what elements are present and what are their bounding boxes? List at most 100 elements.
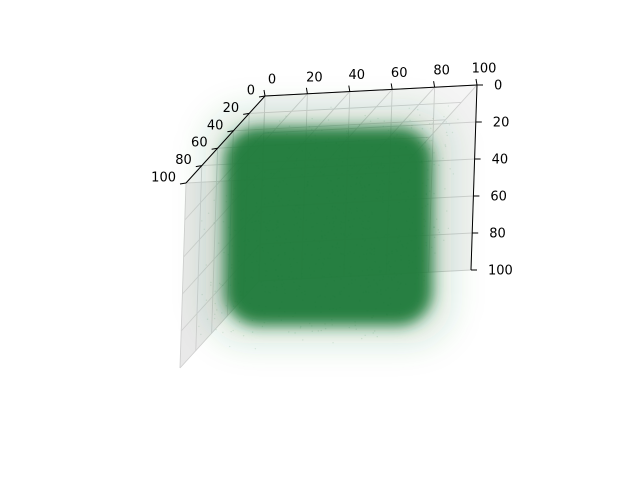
data-point (397, 281, 399, 283)
data-point (310, 185, 313, 187)
data-point (240, 294, 242, 296)
data-point (308, 267, 311, 269)
data-point (327, 119, 330, 121)
data-point (407, 181, 409, 183)
data-point (314, 301, 316, 303)
data-point (331, 209, 333, 211)
data-point (232, 329, 234, 332)
data-point (293, 162, 296, 165)
data-point (351, 167, 353, 169)
data-point (305, 238, 307, 240)
data-point (359, 284, 362, 287)
data-point (380, 270, 382, 272)
data-point (250, 297, 253, 300)
data-point (381, 198, 384, 200)
data-point (365, 253, 368, 255)
data-point (315, 263, 317, 265)
data-point (378, 239, 380, 241)
data-point (273, 286, 275, 288)
data-point (376, 172, 378, 174)
data-point (425, 185, 428, 187)
data-point (245, 291, 248, 293)
data-point (296, 222, 298, 225)
data-point (309, 154, 312, 156)
data-point (309, 274, 312, 276)
data-point (302, 299, 304, 301)
data-point (327, 190, 330, 192)
x-tick (348, 85, 351, 92)
data-point (244, 239, 246, 242)
data-point (348, 272, 351, 275)
data-point (432, 117, 434, 120)
data-point (332, 222, 334, 224)
y-tick-label: 80 (175, 153, 192, 168)
data-point (353, 252, 355, 254)
data-point (321, 129, 323, 132)
data-point (421, 162, 423, 164)
data-point (308, 152, 310, 154)
data-point (430, 127, 432, 130)
data-point (319, 252, 322, 254)
data-point (335, 142, 338, 145)
data-point (328, 308, 331, 311)
data-point (349, 208, 351, 210)
data-point (444, 188, 446, 190)
data-point (282, 204, 284, 206)
data-point (387, 262, 389, 264)
data-point (310, 226, 313, 229)
data-point (327, 257, 329, 259)
data-point (280, 197, 283, 200)
data-point (257, 165, 259, 167)
data-point (423, 225, 426, 227)
data-point (363, 185, 366, 187)
data-point (296, 295, 298, 297)
data-point (389, 214, 392, 217)
data-point (306, 185, 308, 187)
data-point (320, 268, 323, 270)
data-point (336, 190, 339, 192)
data-point (358, 275, 360, 277)
data-point (417, 246, 420, 249)
data-point (292, 247, 294, 250)
data-point (307, 181, 309, 183)
data-point (281, 285, 284, 288)
data-point (315, 142, 317, 144)
data-point (396, 194, 398, 196)
data-point (378, 189, 380, 191)
data-point (342, 185, 344, 187)
data-point (338, 154, 341, 157)
data-point (316, 194, 319, 196)
data-point (248, 213, 251, 216)
data-point (342, 253, 345, 255)
data-point (434, 252, 436, 254)
data-point (248, 158, 250, 161)
data-point (350, 273, 352, 275)
data-point (417, 300, 419, 303)
data-point (274, 269, 277, 271)
data-point (239, 291, 241, 293)
data-point (405, 220, 408, 222)
data-point (382, 192, 384, 195)
data-point (322, 262, 324, 264)
data-point (235, 229, 237, 232)
data-point (336, 163, 338, 166)
data-point (300, 273, 303, 275)
data-point (408, 107, 411, 110)
data-point (341, 172, 343, 174)
data-point (378, 270, 381, 272)
data-point (335, 308, 337, 310)
data-point (228, 226, 230, 229)
data-point (380, 164, 382, 166)
data-point (358, 182, 361, 184)
data-point (423, 218, 425, 221)
data-point (361, 177, 364, 179)
data-point (373, 253, 375, 256)
data-point (249, 302, 251, 305)
data-point (444, 144, 446, 146)
data-point (305, 219, 307, 221)
data-point (376, 283, 379, 286)
data-point (373, 247, 375, 249)
data-point (361, 197, 364, 199)
data-point (354, 279, 357, 281)
data-point (281, 301, 283, 303)
